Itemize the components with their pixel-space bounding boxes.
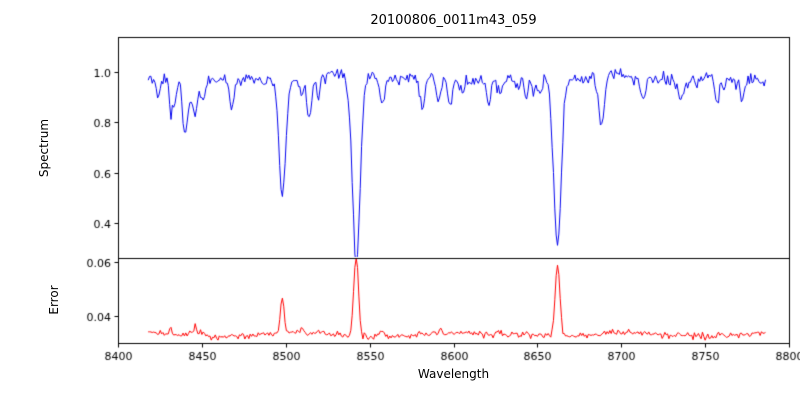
x-axis-label: Wavelength (417, 367, 490, 381)
error-y-axis-label: Error (47, 285, 61, 315)
spectrum-y-axis-label: Spectrum (37, 118, 51, 178)
chart-title: 20100806_0011m43_059 (370, 13, 537, 28)
